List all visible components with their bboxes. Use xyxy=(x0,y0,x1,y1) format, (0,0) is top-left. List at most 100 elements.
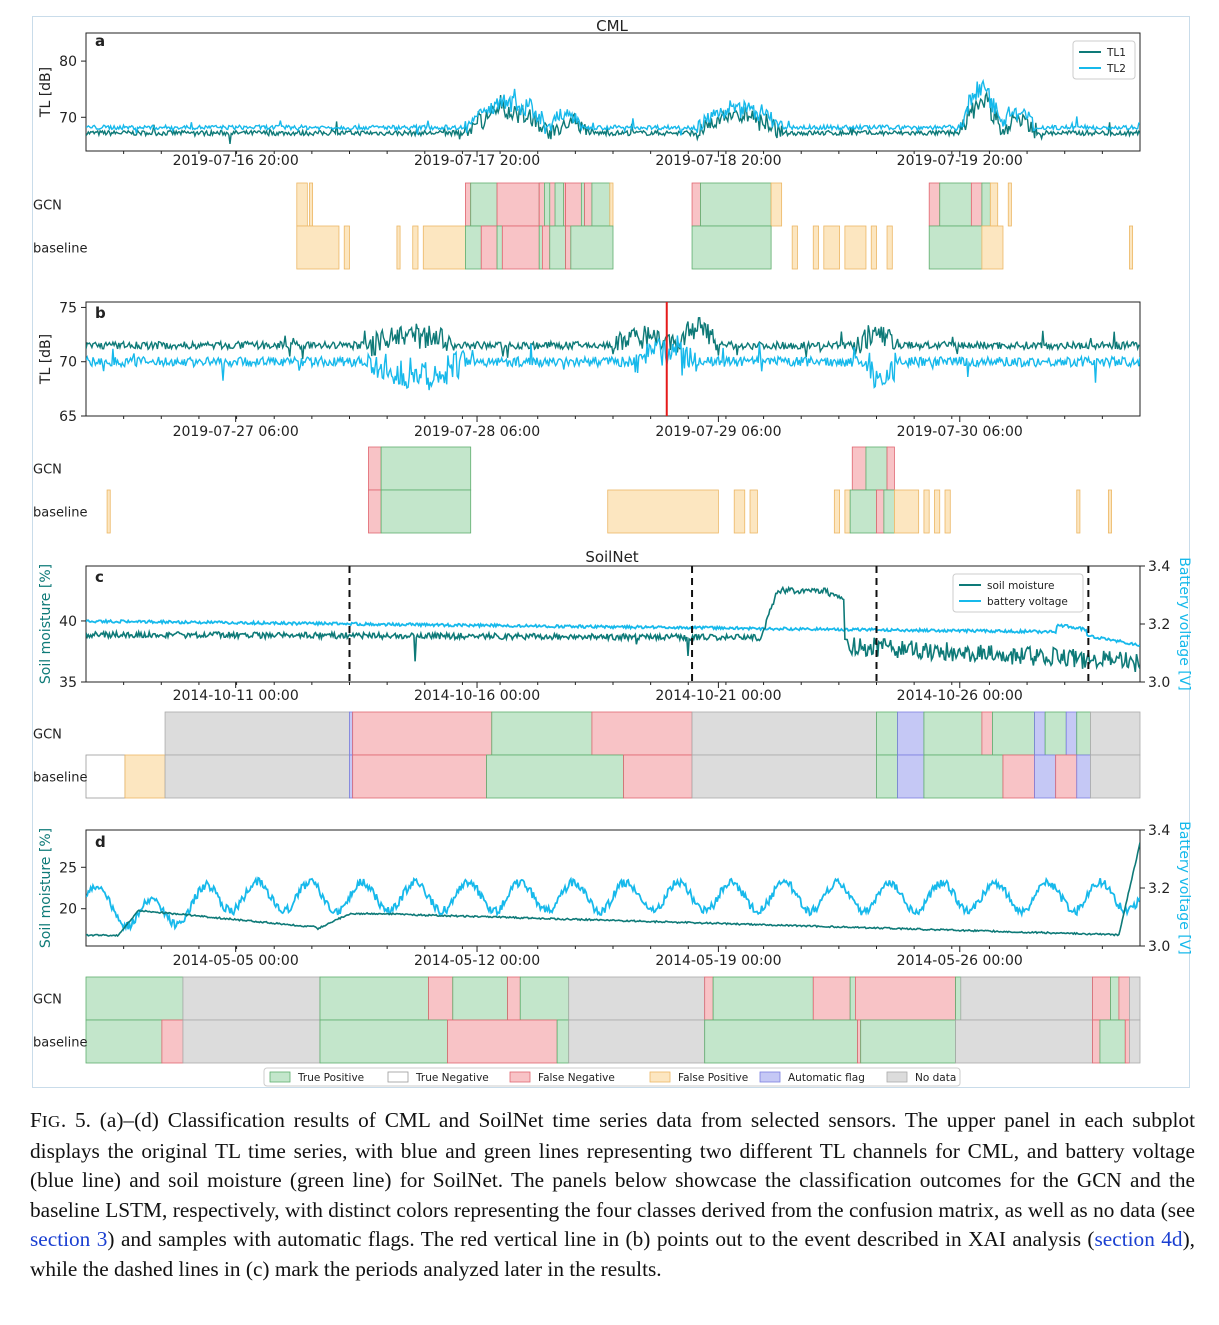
panel-b-xtick-label: 2019-07-29 06:00 xyxy=(655,424,781,440)
panel-c-ylabel: Soil moisture [%] xyxy=(38,564,54,684)
strip-c-baseline-segment xyxy=(486,754,624,799)
strip-d-baseline-segment xyxy=(182,1019,321,1064)
figure-caption: FIG. 5. (a)–(d) Classification results o… xyxy=(30,1106,1195,1284)
strip-d-gcn-segment xyxy=(812,976,851,1021)
panel-a-series-tl2 xyxy=(86,78,1140,136)
strip-a-gcn-segment xyxy=(309,182,314,227)
panel-a-axes xyxy=(85,32,1141,152)
strip-d-baseline-segment xyxy=(1099,1019,1126,1064)
class-legend-label: True Negative xyxy=(415,1072,489,1084)
panel-d-letter: d xyxy=(95,833,106,851)
caption-link-section-4d[interactable]: section 4d xyxy=(1094,1227,1183,1251)
caption-lead: F xyxy=(30,1108,42,1132)
strip-a-baseline-segment xyxy=(396,225,401,270)
strip-c-baseline-segment xyxy=(1034,754,1057,799)
strip-a-gcn-segment xyxy=(580,182,585,227)
strip-d-gcn-segment xyxy=(1129,976,1141,1021)
panel-a-ytick-label: 70 xyxy=(59,110,77,126)
panel-d-y2tick-label: 3.2 xyxy=(1148,881,1170,897)
strip-c-baseline-segment xyxy=(1076,754,1091,799)
strip-c-gcn-segment xyxy=(1044,711,1067,756)
strip-d-gcn-segment xyxy=(1110,976,1120,1021)
strip-a-gcn-segment xyxy=(496,182,540,227)
panel-c-xtick-label: 2014-10-16 00:00 xyxy=(414,688,540,704)
panel-b-ytick-label: 70 xyxy=(59,355,77,371)
panel-c-y2tick-label: 3.4 xyxy=(1148,559,1170,575)
strip-d-gcn-segment xyxy=(855,976,956,1021)
strip-d-gcn-segment xyxy=(712,976,814,1021)
panel-c-xtick-label: 2014-10-11 00:00 xyxy=(173,688,299,704)
strip-c-baseline-label: baseline xyxy=(33,771,87,786)
panel-c-xtick-label: 2014-10-26 00:00 xyxy=(897,688,1023,704)
strip-a-baseline-segment xyxy=(541,225,551,270)
strip-b-baseline-segment xyxy=(844,489,851,534)
strip-a-baseline-segment xyxy=(422,225,466,270)
strip-a-gcn-segment xyxy=(691,182,701,227)
panel-d-xtick-label: 2014-05-26 00:00 xyxy=(897,953,1023,969)
panel-d-ytick-label: 25 xyxy=(59,860,77,876)
strip-b-baseline-segment xyxy=(733,489,746,534)
strip-a-gcn-label: GCN xyxy=(33,199,62,214)
strip-a-gcn-segment xyxy=(609,182,614,227)
strip-b-gcn-segment xyxy=(380,446,472,491)
strip-c-gcn-segment xyxy=(1090,711,1141,756)
class-legend-swatch xyxy=(387,1071,409,1083)
class-legend-swatch xyxy=(759,1071,781,1083)
panel-d-xtick-label: 2014-05-12 00:00 xyxy=(414,953,540,969)
strip-a-baseline-segment xyxy=(870,225,877,270)
strip-d-baseline-label: baseline xyxy=(33,1036,87,1051)
panel-d-y2label: Battery voltage [V] xyxy=(1176,821,1192,955)
strip-c-baseline-segment xyxy=(1090,754,1141,799)
strip-d-gcn-segment xyxy=(452,976,508,1021)
panel-a-xtick-label: 2019-07-19 20:00 xyxy=(897,153,1023,169)
strip-d-gcn-segment xyxy=(519,976,570,1021)
strip-b-baseline-segment xyxy=(380,489,472,534)
strip-a-gcn-segment xyxy=(970,182,983,227)
strip-d-baseline-segment xyxy=(955,1019,1093,1064)
strip-d-gcn-segment xyxy=(960,976,1093,1021)
strip-a-gcn-segment xyxy=(465,182,472,227)
panel-a-ytick-label: 80 xyxy=(59,54,77,70)
strip-d-baseline-segment xyxy=(857,1019,862,1064)
strip-b-baseline-segment xyxy=(923,489,930,534)
strip-a-gcn-segment xyxy=(584,182,593,227)
strip-c-baseline-segment xyxy=(85,754,126,799)
class-legend-label: Automatic flag xyxy=(788,1072,865,1084)
strip-d-gcn-segment xyxy=(507,976,521,1021)
caption-link-section-3[interactable]: section 3 xyxy=(30,1227,108,1251)
strip-d-gcn-segment xyxy=(955,976,962,1021)
panel-a-ylabel: TL [dB] xyxy=(38,67,54,118)
strip-a-baseline-segment xyxy=(343,225,350,270)
strip-d-gcn-segment xyxy=(849,976,856,1021)
strip-c-baseline-segment xyxy=(691,754,877,799)
strip-a-gcn-segment xyxy=(939,182,972,227)
strip-a-baseline-segment xyxy=(886,225,893,270)
strip-a-gcn-segment xyxy=(554,182,564,227)
panel-d-ytick-label: 20 xyxy=(59,902,77,918)
panel-d-xtick-label: 2014-05-05 00:00 xyxy=(173,953,299,969)
strip-d-baseline-segment xyxy=(319,1019,448,1064)
strip-b-baseline-segment xyxy=(1107,489,1112,534)
strip-a-gcn-segment xyxy=(981,182,991,227)
panel-a-legend-box xyxy=(1072,40,1136,80)
strip-d-baseline-segment xyxy=(161,1019,184,1064)
cml-section-title: CML xyxy=(596,17,628,35)
strip-c-baseline-segment xyxy=(349,754,354,799)
strip-c-gcn-segment xyxy=(1076,711,1091,756)
strip-d-baseline-segment xyxy=(85,1019,163,1064)
strip-b-gcn-label: GCN xyxy=(33,463,62,478)
strip-c-baseline-segment xyxy=(1055,754,1078,799)
panel-d-xtick-label: 2014-05-19 00:00 xyxy=(655,953,781,969)
strip-a-baseline-segment xyxy=(823,225,841,270)
strip-a-gcn-segment xyxy=(1007,182,1012,227)
strip-c-gcn-segment xyxy=(876,711,898,756)
strip-a-gcn-segment xyxy=(565,182,582,227)
strip-c-gcn-segment xyxy=(992,711,1036,756)
panel-c-ytick-label: 35 xyxy=(59,675,77,691)
strip-d-baseline-segment xyxy=(1124,1019,1130,1064)
strip-b-gcn-segment xyxy=(851,446,867,491)
strip-c-gcn-segment xyxy=(897,711,925,756)
strip-b-baseline-segment xyxy=(876,489,885,534)
caption-text-2: ) and samples with automatic flags. The … xyxy=(107,1227,1095,1251)
class-legend-label: True Positive xyxy=(297,1072,364,1084)
